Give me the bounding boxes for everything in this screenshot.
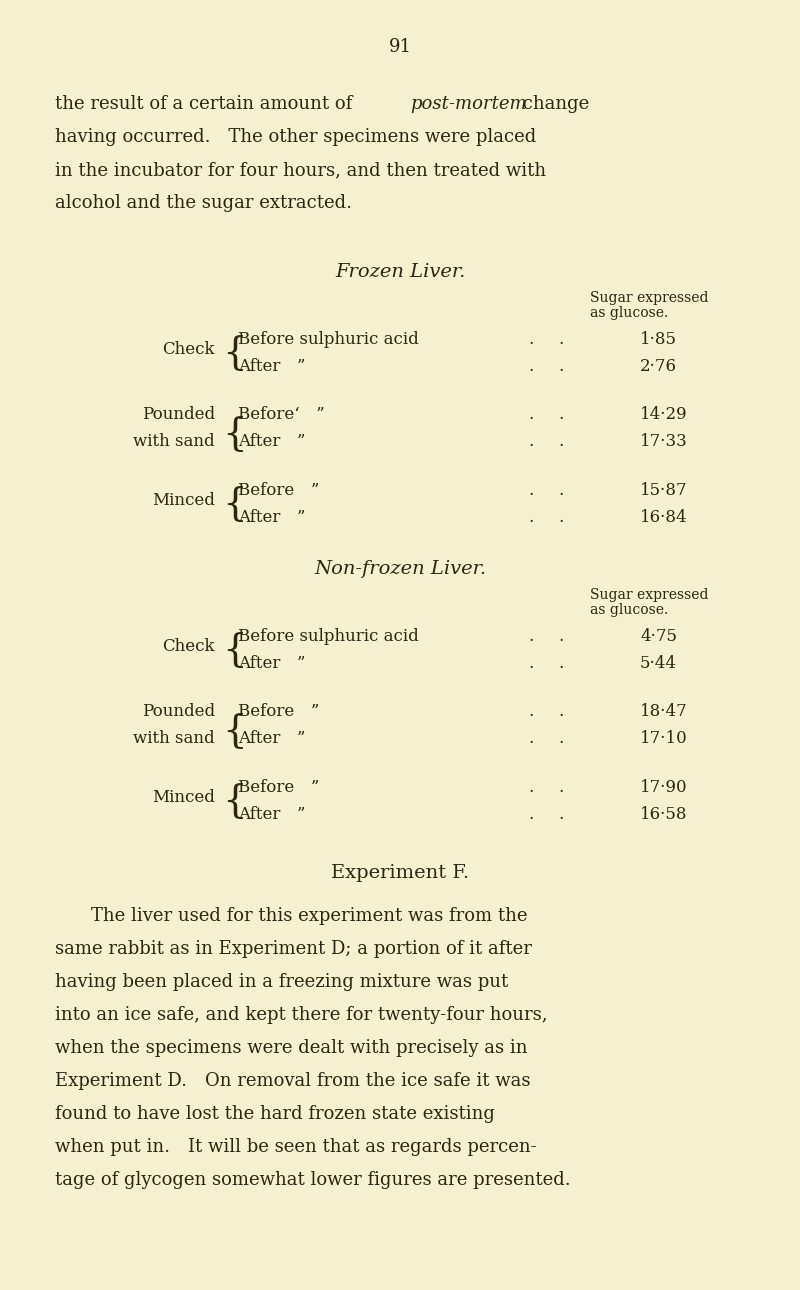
Text: After ”: After ”	[238, 806, 306, 823]
Text: After ”: After ”	[238, 433, 306, 450]
Text: .: .	[528, 433, 534, 450]
Text: Pounded: Pounded	[142, 703, 215, 720]
Text: 17·90: 17·90	[640, 779, 688, 796]
Text: the result of a certain amount of: the result of a certain amount of	[55, 95, 358, 114]
Text: .: .	[558, 406, 563, 423]
Text: Sugar expressed: Sugar expressed	[590, 588, 709, 602]
Text: After ”: After ”	[238, 730, 306, 747]
Text: .: .	[558, 628, 563, 645]
Text: having occurred.  The other specimens were placed: having occurred. The other specimens wer…	[55, 128, 536, 146]
Text: .: .	[528, 359, 534, 375]
Text: After ”: After ”	[238, 655, 306, 672]
Text: .: .	[558, 482, 563, 499]
Text: Sugar expressed: Sugar expressed	[590, 292, 709, 304]
Text: having been placed in a freezing mixture was put: having been placed in a freezing mixture…	[55, 973, 508, 991]
Text: .: .	[528, 510, 534, 526]
Text: .: .	[528, 806, 534, 823]
Text: {: {	[222, 783, 246, 820]
Text: Before sulphuric acid: Before sulphuric acid	[238, 628, 418, 645]
Text: when put in.  It will be seen that as regards percen-: when put in. It will be seen that as reg…	[55, 1138, 537, 1156]
Text: Before ”: Before ”	[238, 779, 319, 796]
Text: 16·84: 16·84	[640, 510, 688, 526]
Text: .: .	[528, 628, 534, 645]
Text: {: {	[222, 632, 246, 670]
Text: 17·10: 17·10	[640, 730, 688, 747]
Text: change: change	[517, 95, 590, 114]
Text: Experiment D.  On removal from the ice safe it was: Experiment D. On removal from the ice sa…	[55, 1072, 530, 1090]
Text: into an ice safe, and kept there for twenty-four hours,: into an ice safe, and kept there for twe…	[55, 1006, 547, 1024]
Text: .: .	[558, 779, 563, 796]
Text: .: .	[528, 482, 534, 499]
Text: Non-frozen Liver.: Non-frozen Liver.	[314, 560, 486, 578]
Text: post-mortem: post-mortem	[410, 95, 526, 114]
Text: tage of glycogen somewhat lower figures are presented.: tage of glycogen somewhat lower figures …	[55, 1171, 570, 1189]
Text: 17·33: 17·33	[640, 433, 688, 450]
Text: {: {	[222, 415, 246, 453]
Text: .: .	[528, 406, 534, 423]
Text: 91: 91	[389, 37, 411, 55]
Text: as glucose.: as glucose.	[590, 306, 668, 320]
Text: .: .	[528, 730, 534, 747]
Text: 15·87: 15·87	[640, 482, 688, 499]
Text: The liver used for this experiment was from the: The liver used for this experiment was f…	[55, 907, 527, 925]
Text: found to have lost the hard frozen state existing: found to have lost the hard frozen state…	[55, 1106, 495, 1124]
Text: when the specimens were dealt with precisely as in: when the specimens were dealt with preci…	[55, 1038, 527, 1057]
Text: Check: Check	[162, 341, 215, 359]
Text: 16·58: 16·58	[640, 806, 687, 823]
Text: Before ”: Before ”	[238, 703, 319, 720]
Text: Pounded: Pounded	[142, 406, 215, 423]
Text: in the incubator for four hours, and then treated with: in the incubator for four hours, and the…	[55, 161, 546, 179]
Text: .: .	[528, 779, 534, 796]
Text: as glucose.: as glucose.	[590, 602, 668, 617]
Text: .: .	[558, 510, 563, 526]
Text: Before sulphuric acid: Before sulphuric acid	[238, 332, 418, 348]
Text: .: .	[558, 433, 563, 450]
Text: Minced: Minced	[152, 491, 215, 510]
Text: After ”: After ”	[238, 510, 306, 526]
Text: .: .	[558, 332, 563, 348]
Text: Minced: Minced	[152, 789, 215, 806]
Text: 1·85: 1·85	[640, 332, 677, 348]
Text: 18·47: 18·47	[640, 703, 688, 720]
Text: .: .	[558, 359, 563, 375]
Text: .: .	[558, 703, 563, 720]
Text: with sand: with sand	[134, 730, 215, 747]
Text: 4·75: 4·75	[640, 628, 677, 645]
Text: .: .	[558, 655, 563, 672]
Text: Before‘ ”: Before‘ ”	[238, 406, 325, 423]
Text: .: .	[528, 703, 534, 720]
Text: Before ”: Before ”	[238, 482, 319, 499]
Text: alcohol and the sugar extracted.: alcohol and the sugar extracted.	[55, 194, 352, 212]
Text: same rabbit as in Experiment D; a portion of it after: same rabbit as in Experiment D; a portio…	[55, 940, 532, 958]
Text: .: .	[528, 332, 534, 348]
Text: {: {	[222, 486, 246, 522]
Text: with sand: with sand	[134, 433, 215, 450]
Text: .: .	[558, 730, 563, 747]
Text: Experiment F.: Experiment F.	[331, 864, 469, 882]
Text: Check: Check	[162, 639, 215, 655]
Text: .: .	[558, 806, 563, 823]
Text: 14·29: 14·29	[640, 406, 688, 423]
Text: Frozen Liver.: Frozen Liver.	[335, 263, 465, 281]
Text: {: {	[222, 713, 246, 749]
Text: After ”: After ”	[238, 359, 306, 375]
Text: 2·76: 2·76	[640, 359, 677, 375]
Text: 5·44: 5·44	[640, 655, 677, 672]
Text: .: .	[528, 655, 534, 672]
Text: {: {	[222, 335, 246, 372]
